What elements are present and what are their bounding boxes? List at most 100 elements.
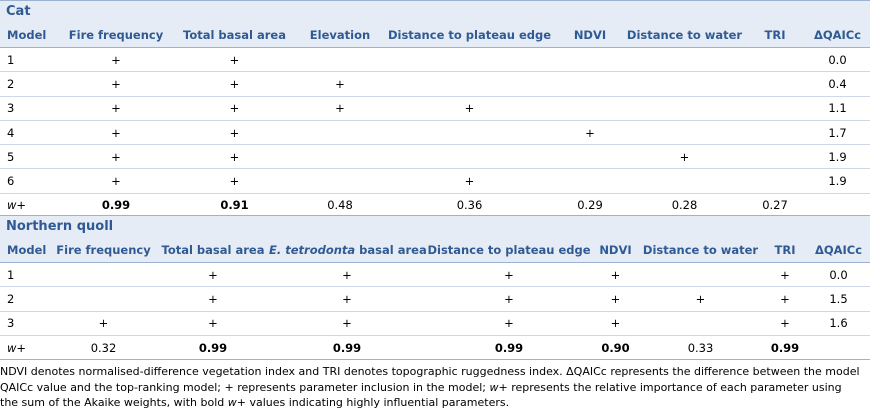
cat-section-title: Cat (0, 0, 870, 22)
table-cell: + (763, 262, 807, 288)
table-cell (638, 262, 763, 288)
table-footnote: NDVI denotes normalised-difference veget… (0, 364, 862, 411)
quoll-header-row: Model Fire frequency Total basal area E.… (0, 237, 870, 263)
wplus-value: 0.28 (624, 193, 745, 219)
table-cell: 1.7 (805, 120, 870, 146)
table-cell: + (172, 144, 297, 170)
table-cell: + (297, 96, 383, 121)
table-cell: 1.9 (805, 168, 870, 194)
table-cell: 1.1 (805, 96, 870, 121)
wplus-value: 0.99 (763, 335, 807, 361)
table-cell (624, 71, 745, 97)
table-cell (745, 96, 805, 121)
table-cell: + (157, 311, 269, 336)
table-row: 5 + + + 1.9 (0, 144, 870, 170)
column-header: Distance to water (638, 237, 763, 263)
table-cell (297, 120, 383, 146)
column-header: ΔQAICc (807, 237, 870, 263)
table-cell: + (60, 96, 172, 121)
column-header: Fire frequency (50, 237, 157, 263)
column-header: Total basal area (172, 22, 297, 48)
wplus-value: 0.99 (425, 335, 593, 361)
column-header: NDVI (593, 237, 638, 263)
table-row: 1 + + + + + 0.0 (0, 262, 870, 288)
table-cell: 1 (0, 262, 50, 288)
table-cell: + (269, 262, 425, 288)
table-cell (556, 71, 624, 97)
table-row: 2 + + + + + + 1.5 (0, 286, 870, 312)
table-cell: + (593, 262, 638, 288)
column-header: TRI (745, 22, 805, 48)
table-cell: + (60, 144, 172, 170)
table-row: 6 + + + 1.9 (0, 168, 870, 194)
table-cell (624, 120, 745, 146)
quoll-section-title: Northern quoll (0, 215, 870, 237)
wplus-value: 0.27 (745, 193, 805, 219)
table-cell: 4 (0, 120, 60, 146)
table-cell: 2 (0, 286, 50, 312)
table-cell: + (172, 47, 297, 73)
wplus-value: 0.90 (593, 335, 638, 361)
table-cell: + (172, 168, 297, 194)
table-cell (50, 262, 157, 288)
table-cell: 1.5 (807, 286, 870, 312)
table-cell: + (556, 120, 624, 146)
table-cell: + (60, 71, 172, 97)
table-cell (745, 47, 805, 73)
table-cell (383, 144, 556, 170)
species-name: E. tetrodonta (269, 242, 356, 257)
table-cell: + (593, 286, 638, 312)
table-cell: + (425, 262, 593, 288)
table-cell: + (593, 311, 638, 336)
header-suffix: basal area (355, 242, 427, 257)
table-cell: 2 (0, 71, 60, 97)
table-cell (624, 47, 745, 73)
table-cell (297, 168, 383, 194)
wplus-label: w+ (0, 335, 50, 361)
table-cell: + (297, 71, 383, 97)
table-cell: + (172, 71, 297, 97)
table-cell: 1.6 (807, 311, 870, 336)
table-cell (383, 71, 556, 97)
cat-header-row: Model Fire frequency Total basal area El… (0, 22, 870, 48)
table-cell: 5 (0, 144, 60, 170)
table-cell: 1 (0, 47, 60, 73)
cat-table: Model Fire frequency Total basal area El… (0, 22, 870, 219)
table-row: 3 + + + + 1.1 (0, 96, 870, 121)
table-row: 3 + + + + + + 1.6 (0, 311, 870, 336)
wplus-value (805, 193, 870, 219)
table-cell (638, 311, 763, 336)
footnote-wplus: w+ (227, 396, 246, 409)
column-header: Fire frequency (60, 22, 172, 48)
table-cell: + (383, 96, 556, 121)
table-cell (556, 144, 624, 170)
column-header: Model (0, 22, 60, 48)
table-cell: + (269, 311, 425, 336)
column-header: NDVI (556, 22, 624, 48)
table-cell (745, 144, 805, 170)
wplus-value: 0.36 (383, 193, 556, 219)
wplus-row: w+ 0.32 0.99 0.99 0.99 0.90 0.33 0.99 (0, 335, 870, 361)
table-cell: 1.9 (805, 144, 870, 170)
footnote-text: NDVI denotes normalised-difference veget… (0, 365, 860, 394)
table-cell: 6 (0, 168, 60, 194)
table-cell: 0.4 (805, 71, 870, 97)
column-header: Distance to plateau edge (425, 237, 593, 263)
column-header: Total basal area (157, 237, 269, 263)
table-cell: + (60, 168, 172, 194)
wplus-value: 0.32 (50, 335, 157, 361)
table-cell: 3 (0, 96, 60, 121)
cat-panel: Cat Model Fire frequency Total basal are… (0, 0, 870, 219)
table-cell: + (50, 311, 157, 336)
table-cell (745, 168, 805, 194)
table-cell: + (425, 286, 593, 312)
table-cell: + (425, 311, 593, 336)
table-cell (50, 286, 157, 312)
column-header: Elevation (297, 22, 383, 48)
table-row: 2 + + + 0.4 (0, 71, 870, 97)
table-cell: + (172, 96, 297, 121)
table-cell: + (60, 120, 172, 146)
column-header: E. tetrodonta basal area (269, 237, 427, 263)
table-cell (624, 168, 745, 194)
